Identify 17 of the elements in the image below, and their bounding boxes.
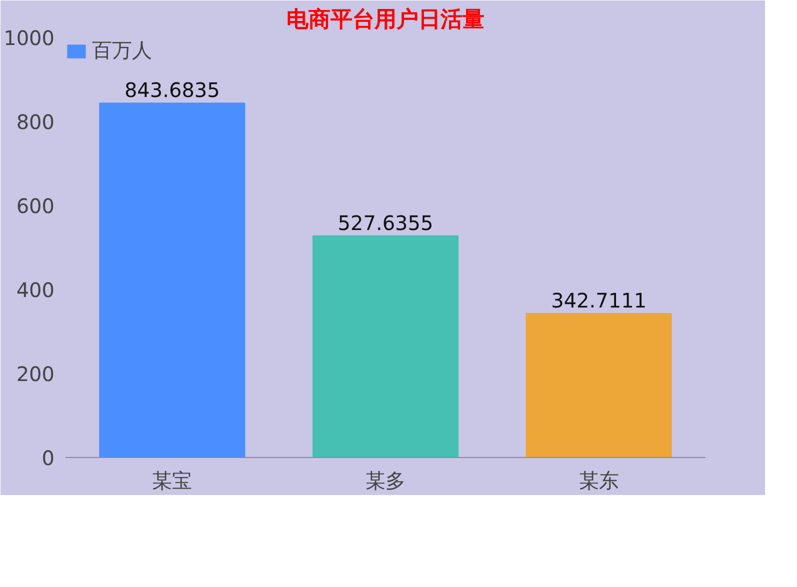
y-tick-label: 1000: [4, 26, 55, 50]
y-tick-label: 800: [16, 110, 55, 134]
bar: [312, 235, 459, 458]
chart-title: 电商平台用户日活量: [286, 6, 484, 32]
x-tick-label: 某宝: [152, 468, 192, 492]
bar: [526, 313, 672, 458]
x-tick-label: 某多: [366, 468, 406, 492]
bar: [99, 102, 246, 458]
data-label: 843.6835: [124, 78, 220, 102]
data-label: 342.7111: [551, 288, 647, 313]
y-tick-label: 600: [16, 194, 55, 218]
y-tick-label: 400: [16, 278, 55, 302]
x-tick-label: 某东: [578, 468, 619, 492]
y-tick-label: 0: [42, 446, 55, 470]
legend-label: 百万人: [92, 37, 152, 64]
data-label: 527.6355: [338, 210, 434, 235]
y-tick-label: 200: [16, 362, 55, 386]
